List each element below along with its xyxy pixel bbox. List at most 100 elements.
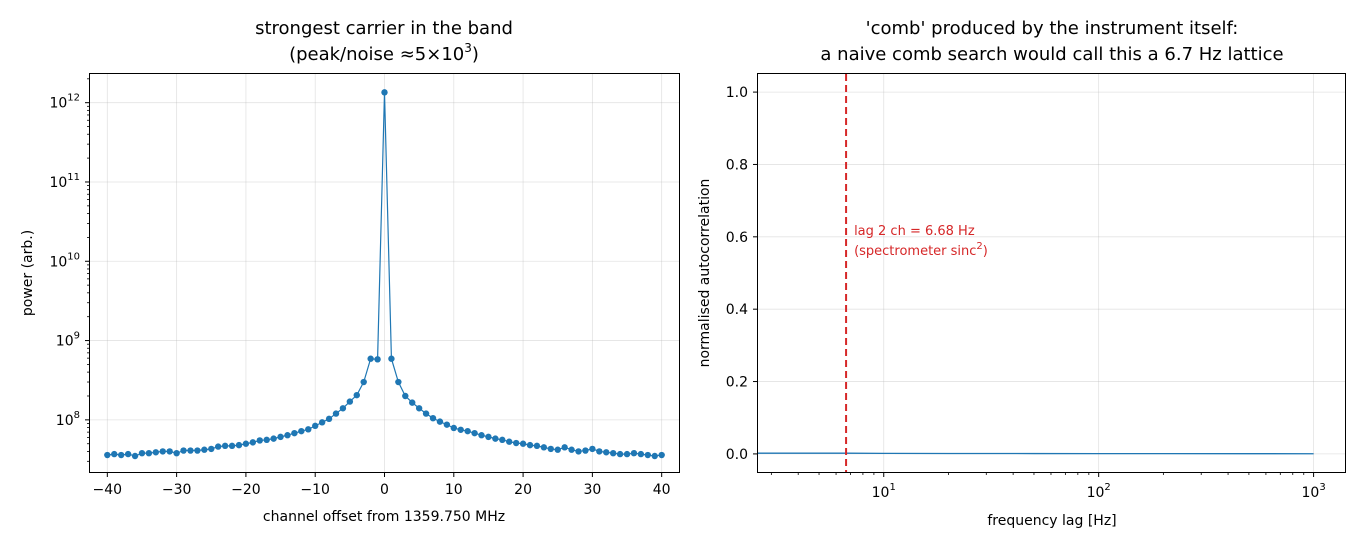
left-data-point [325,415,333,423]
left-data-point [395,378,402,386]
left-data-point [512,439,520,447]
right-axes-frame [757,73,1346,473]
left-data-point [249,439,257,446]
left-data-point [353,391,360,399]
left-data-point [457,426,464,433]
right-x-axis-label: frequency lag [Hz] [987,513,1116,529]
left-data-point [637,450,645,458]
left-data-point [533,442,541,450]
left-data-point [263,436,270,444]
left-data-point [221,442,229,450]
left-data-point [429,414,437,422]
left-data-point [554,446,561,453]
left-data-point [159,448,166,455]
left-data-point [360,378,367,386]
left-data-point [374,356,381,363]
left-data-point [596,448,603,455]
left-data-point [187,447,194,454]
right-x-ticks: 101 102 103 [770,472,1326,501]
left-data-point [305,426,312,433]
left-x-ticks: −40 −30 −20 −10 0 10 20 30 40 [93,472,671,498]
vline-annotation-line2: (spectrometer sinc2) [854,241,988,259]
right-series-line [758,452,1314,455]
left-data-point [506,438,513,445]
left-data-point [312,422,319,430]
left-data-point [284,432,291,439]
left-data-point [519,440,527,447]
left-data-point [145,449,153,457]
left-y-tick-label: 1012 [49,93,80,112]
left-data-point [658,451,665,459]
left-plot-series [104,89,665,460]
right-y-ticks: 0.0 0.2 0.4 0.6 0.8 1.0 [726,85,758,463]
left-x-tick-label: 0 [380,482,389,498]
left-data-point [214,443,222,450]
right-y-tick-label: 0.8 [726,157,748,173]
left-data-point [526,441,534,449]
right-x-tick-label: 103 [1301,482,1325,501]
left-data-point [582,447,589,454]
left-x-tick-label: −30 [162,482,192,498]
right-y-tick-label: 0.0 [726,447,748,463]
left-data-point [478,432,485,439]
left-data-point [616,450,624,458]
left-x-tick-label: −10 [300,482,330,498]
left-data-point [402,392,409,400]
left-data-point [471,429,478,437]
left-data-point [575,448,582,455]
left-data-point [422,410,430,417]
left-x-tick-label: 20 [514,482,532,498]
left-data-point [436,418,444,425]
left-data-point [603,449,610,456]
right-y-tick-label: 0.6 [726,230,748,246]
right-y-tick-label: 0.4 [726,302,748,318]
left-data-point [464,427,471,435]
left-data-point [270,435,277,442]
left-data-point [138,449,146,457]
left-data-point [644,451,652,459]
left-gridlines [90,74,679,472]
right-chart-title-line1: 'comb' produced by the instrument itself… [866,18,1239,39]
left-data-point [561,444,568,451]
left-data-point [623,450,631,458]
left-data-point [415,405,423,412]
left-data-point [388,355,395,362]
right-y-tick-label: 1.0 [726,85,748,101]
left-data-point [298,427,305,435]
left-data-point [173,449,180,457]
left-chart-title-line2: (peak/noise ≈5×103) [289,41,479,65]
left-data-point [277,433,284,441]
left-data-point [235,441,243,449]
left-data-point [208,445,215,453]
left-data-point [540,444,548,451]
left-data-point [492,435,499,442]
left-data-point [589,445,596,453]
left-y-tick-label: 1010 [49,251,80,270]
left-data-point [381,89,388,96]
left-data-point [166,448,173,455]
left-data-point [111,450,118,458]
left-data-point [450,424,457,432]
left-x-tick-label: −40 [93,482,123,498]
left-x-tick-label: 40 [653,482,671,498]
left-data-point [609,449,617,457]
left-data-point [228,442,236,450]
left-data-point [180,447,187,454]
left-data-point [651,452,658,460]
left-data-point [318,419,326,426]
left-data-point [152,449,160,456]
left-data-point [547,445,555,453]
left-data-point [485,433,492,441]
left-data-point [443,421,451,428]
left-data-point [568,446,575,453]
left-data-point [124,450,132,458]
left-data-point [131,452,139,460]
left-chart: strongest carrier in the band (peak/nois… [20,18,680,525]
right-x-tick-label: 101 [872,482,896,501]
left-x-tick-label: −20 [231,482,261,498]
left-y-tick-label: 1011 [49,172,80,191]
left-data-point [499,436,506,444]
left-y-ticks: 108 109 1010 1011 1012 [49,78,90,462]
left-data-point [291,429,298,437]
